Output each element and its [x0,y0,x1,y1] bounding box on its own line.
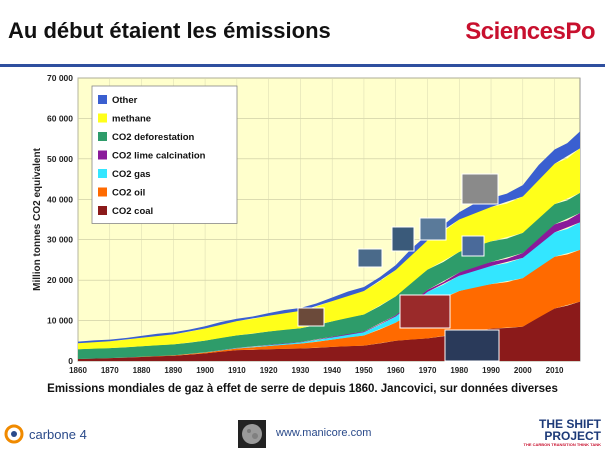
shift-logo-line2: PROJECT [544,429,601,443]
photo-thumbnail-4 [419,217,447,241]
emissions-chart: 0 10 000 20 000 30 000 40 000 50 000 60 000 70 … [32,73,581,375]
photo-thumbnail-7 [399,294,451,329]
x-tick-label: 2000 [514,366,532,375]
y-axis-label: Million tonnes CO2 equivalent [32,147,43,290]
chart-container: 0 10 000 20 000 30 000 40 000 50 000 60 000 70 … [0,68,605,382]
carbone4-label: carbone 4 [29,426,87,442]
area-deforestation [78,192,580,359]
sciencespo-logo: SciencesPo [465,18,595,45]
area-methane [78,148,580,350]
carbone4-logo: carbone 4 [4,424,87,444]
photo-thumbnail-2 [357,248,383,268]
area-other [78,131,580,344]
x-tick-label: 1940 [323,366,341,375]
legend-swatch-oil [98,187,107,197]
chart-caption: Emissions mondiales de gaz à effet de se… [47,383,558,395]
x-tick-label: 1910 [228,366,246,375]
x-tick-label: 1930 [292,366,310,375]
legend-swatch-methane [98,113,107,123]
x-tick-label: 1970 [419,366,437,375]
shift-logo-tagline: THE CARBON TRANSITION THINK TANK [523,442,601,447]
y-tick-label: 50 000 [47,154,73,164]
shift-logo-line1: THE SHIFT [539,417,601,431]
x-tick-label: 1950 [355,366,373,375]
photo-thumbnail-8 [444,329,500,362]
shift-project-logo: THE SHIFT PROJECT THE CARBON TRANSITION … [524,418,601,447]
y-tick-label: 0 [68,356,73,366]
photo-thumbnail-1 [297,307,325,327]
x-tick-label: 1990 [482,366,500,375]
legend-label-coal: CO2 coal [112,206,153,217]
x-tick-label: 1880 [133,366,151,375]
y-tick-label: 30 000 [47,235,73,245]
footer: carbone 4 www.manicore.com THE SHIFT PRO… [0,414,605,452]
legend-swatch-deforestation [98,132,107,141]
legend-label-lime: CO2 lime calcination [112,151,206,162]
carbone4-icon [4,424,24,444]
legend-label-other: Other [112,95,138,106]
legend-box [91,85,238,224]
legend-swatch-coal [98,206,107,215]
x-tick-label: 1980 [450,366,468,375]
photo-thumbnail-5 [461,173,499,205]
x-tick-label: 2010 [546,366,564,375]
x-tick-label: 1900 [196,366,214,375]
slide-title: Au début étaient les émissions [8,18,331,43]
legend-label-gas: CO2 gas [112,169,151,180]
photo-thumbnail-6 [461,235,485,257]
header-divider [0,64,605,67]
legend-label-oil: CO2 oil [112,188,145,199]
moon-photo [238,420,266,448]
photo-thumbnail-3 [391,226,415,252]
manicore-link[interactable]: www.manicore.com [276,427,372,439]
x-tick-label: 1890 [164,366,182,375]
y-tick-label: 60 000 [47,113,73,123]
legend-swatch-gas [98,169,107,178]
y-tick-label: 20 000 [47,275,73,285]
x-tick-label: 1920 [260,366,278,375]
y-tick-label: 10 000 [47,316,73,326]
y-tick-label: 70 000 [47,73,73,83]
legend-label-deforestation: CO2 deforestation [112,132,195,143]
x-tick-label: 1960 [387,366,405,375]
y-tick-label: 40 000 [47,194,73,204]
legend-label-methane: methane [112,114,151,125]
legend-swatch-lime [98,150,107,160]
x-tick-label: 1860 [69,366,87,375]
x-tick-label: 1870 [101,366,119,375]
legend-swatch-other [98,95,107,104]
